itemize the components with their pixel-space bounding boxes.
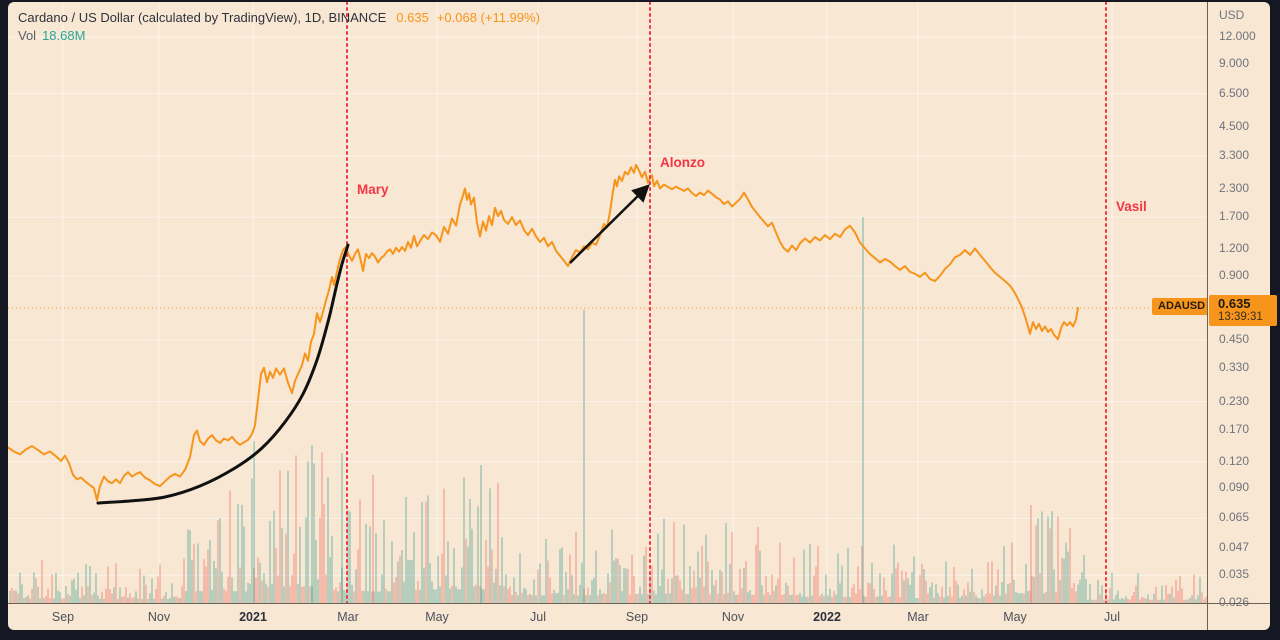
time-axis[interactable]: Sep Nov 2021 Mar May Jul Sep Nov 2022 Mar May Jul	[8, 603, 1270, 630]
price-axis-label: 4.500	[1219, 119, 1250, 134]
time-axis-label: Mar	[907, 610, 929, 624]
time-axis-label: Nov	[721, 610, 745, 624]
price-axis-label: 0.170	[1219, 421, 1250, 436]
volume-legend: Vol 18.68M	[18, 27, 85, 45]
event-label-alonzo[interactable]: Alonzo	[660, 155, 705, 170]
price-axis-label: 12.000	[1219, 28, 1256, 43]
price-change: +0.068 (+11.99%)	[436, 10, 540, 25]
price-axis-label: 0.065	[1219, 510, 1250, 525]
volume-label: Vol	[18, 28, 37, 43]
time-axis-label: 2022	[813, 610, 841, 624]
price-axis-label: 0.090	[1219, 480, 1250, 495]
chart-legend: Cardano / US Dollar (calculated by Tradi…	[18, 8, 540, 27]
chart-pane: Cardano / US Dollar (calculated by Tradi…	[8, 2, 1277, 630]
last-price-tag-value: 0.635	[1218, 296, 1251, 311]
time-axis-label: Nov	[147, 610, 171, 624]
event-label-vasil[interactable]: Vasil	[1116, 199, 1147, 214]
time-axis-label: May	[425, 610, 449, 624]
price-axis-label: 0.120	[1219, 453, 1250, 468]
rally-arrow-annotation[interactable]	[569, 184, 650, 264]
symbol-title[interactable]: Cardano / US Dollar (calculated by Tradi…	[18, 10, 387, 25]
trend-curve-annotation[interactable]	[96, 243, 350, 505]
price-axis-label: 0.230	[1219, 393, 1250, 408]
volume-spike-bar	[253, 441, 255, 603]
price-axis-label: 0.035	[1219, 567, 1250, 582]
last-price-value: 0.635	[396, 10, 429, 25]
volume-spike-bar	[372, 475, 374, 603]
volume-spike-bar	[1030, 505, 1032, 603]
volume-spike-bar	[311, 445, 313, 603]
time-axis-label: Sep	[51, 610, 75, 624]
price-axis-label: 0.900	[1219, 267, 1250, 282]
volume-spike-bar	[341, 453, 343, 603]
price-axis-label: 0.047	[1219, 540, 1250, 555]
time-axis-label: May	[1003, 610, 1027, 624]
price-axis-label: 1.700	[1219, 209, 1250, 224]
price-axis-label: 0.026	[1219, 594, 1250, 609]
price-chart-canvas[interactable]	[8, 2, 1207, 603]
price-line-series[interactable]	[8, 163, 1079, 502]
price-axis-label: 1.200	[1219, 241, 1250, 256]
price-axis-label: 6.500	[1219, 85, 1250, 100]
volume-spike-bar	[480, 465, 482, 603]
last-price-tag: 0.635 13:39:31	[1209, 295, 1277, 326]
time-axis-label: Jul	[530, 610, 546, 624]
price-axis-label: 0.330	[1219, 360, 1250, 375]
time-axis-label: Jul	[1104, 610, 1120, 624]
symbol-price-line-badge: ADAUSD	[1152, 298, 1207, 315]
event-label-mary[interactable]: Mary	[357, 182, 389, 197]
price-axis-label: 3.300	[1219, 148, 1250, 163]
time-axis-label: Mar	[337, 610, 359, 624]
time-axis-label: 2021	[239, 610, 267, 624]
price-axis[interactable]: USD 12.000 9.000 6.500 4.500 3.300 2.300 1.700…	[1207, 2, 1277, 630]
volume-spike-bar	[862, 217, 864, 603]
volume-spike-bar	[583, 310, 585, 603]
plot-area[interactable]: Cardano / US Dollar (calculated by Tradi…	[8, 2, 1207, 603]
price-axis-label: 2.300	[1219, 181, 1250, 196]
price-axis-label: 0.450	[1219, 331, 1250, 346]
time-axis-label: Sep	[625, 610, 649, 624]
bar-countdown: 13:39:31	[1218, 311, 1263, 323]
price-axis-unit: USD	[1219, 8, 1245, 22]
volume-histogram	[9, 217, 1207, 603]
volume-value: 18.68M	[42, 28, 86, 43]
price-axis-label: 9.000	[1219, 55, 1250, 70]
